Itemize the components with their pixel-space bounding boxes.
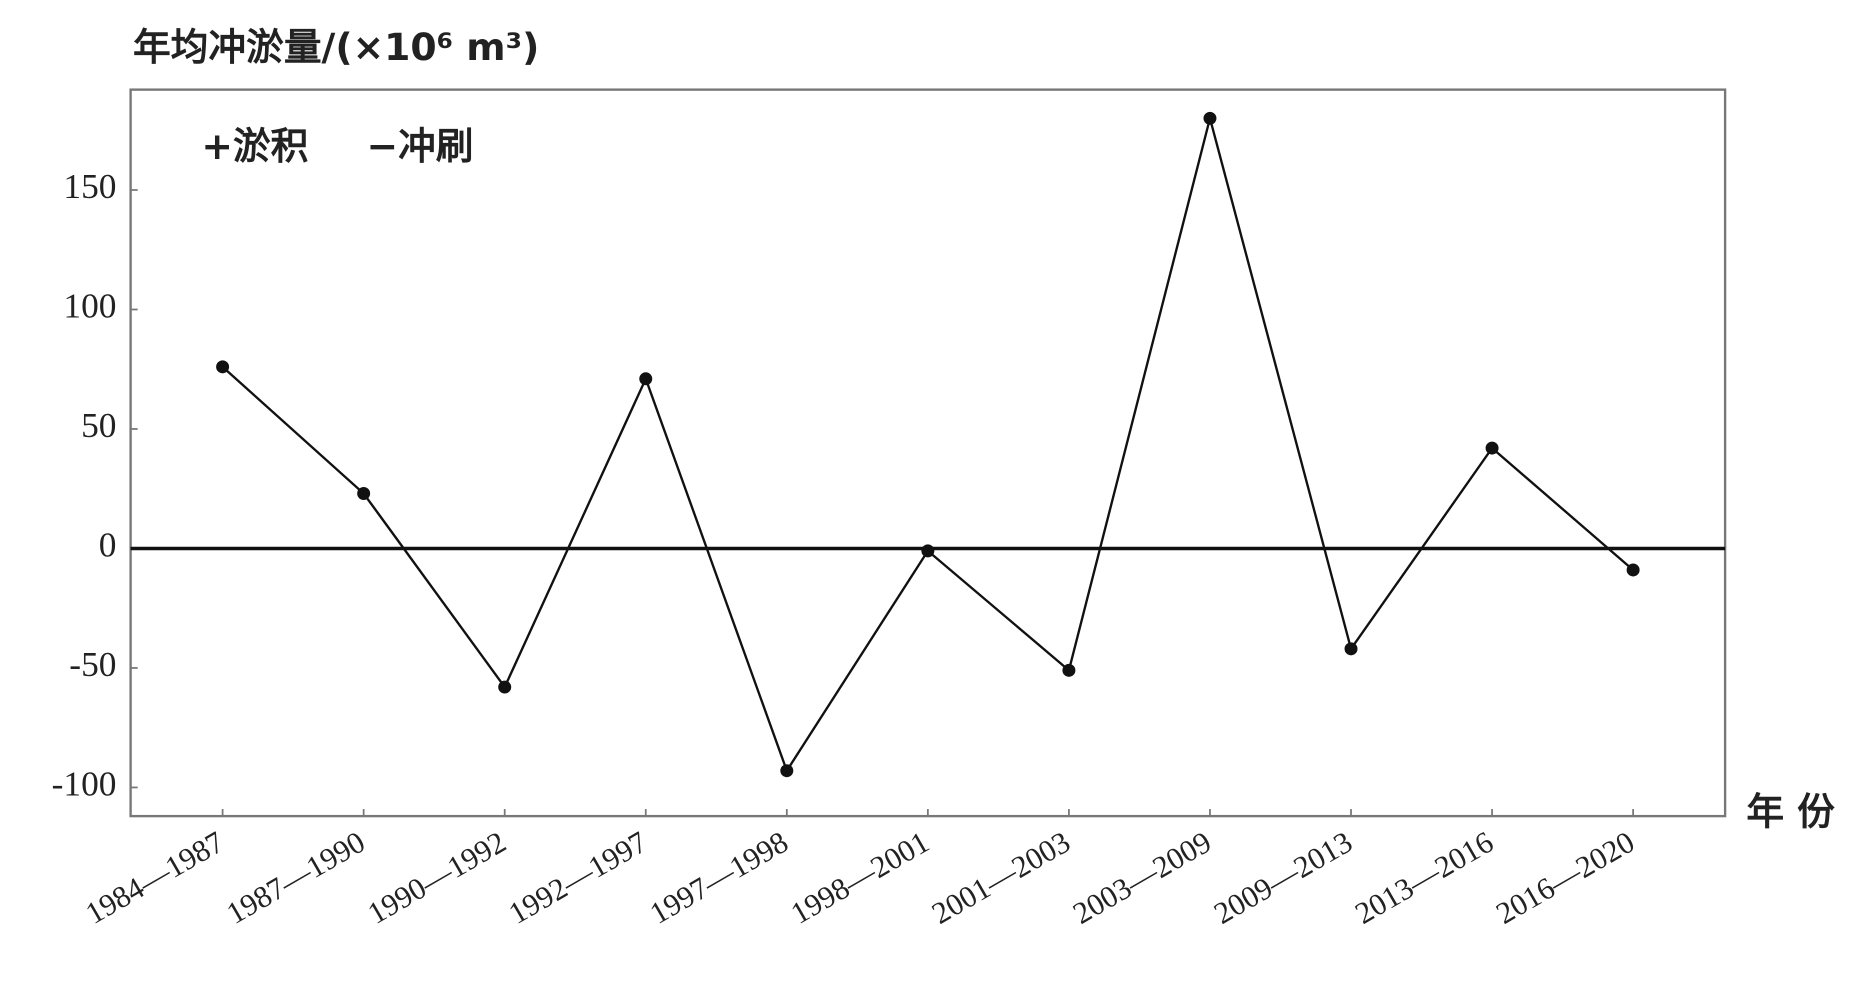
y-tick-label: 0 [99,525,117,565]
y-tick-label: 100 [63,286,116,326]
chart-title: 年均冲淤量/(×10⁶ m³) [133,25,539,69]
y-tick-label: -100 [52,764,117,804]
data-point [1344,642,1358,656]
data-point [780,764,794,778]
data-point [1485,441,1499,455]
x-tick-label: 1992—1997 [503,825,653,931]
x-axis-label: 年 份 [1746,789,1835,833]
data-point [1626,563,1640,577]
x-tick-label: 1984—1987 [80,825,230,931]
x-tick-label: 2013—2016 [1349,825,1499,931]
x-tick-label: 1997—1998 [644,825,794,931]
x-tick-label: 2009—2013 [1208,825,1358,931]
data-point [1062,663,1076,677]
y-tick-label: -50 [69,644,116,684]
data-point [216,360,230,374]
x-tick-label: 1990—1992 [362,825,512,931]
x-tick-label: 2003—2009 [1067,825,1217,931]
data-line [221,113,1634,774]
data-point [498,680,512,694]
y-tick-label: 150 [63,166,116,206]
annotation: −冲刷 [366,124,473,168]
annotation: +淤积 [201,124,308,168]
data-point [921,544,935,558]
x-tick-label: 2016—2020 [1490,825,1640,931]
data-point [357,487,371,500]
plot-frame [129,88,1727,818]
data-point [1203,111,1217,125]
data-point [639,372,653,386]
x-tick-label: 1987—1990 [221,825,371,931]
y-tick-label: 50 [81,405,116,445]
x-tick-label: 2001—2003 [926,825,1076,931]
x-tick-label: 1998—2001 [785,825,935,931]
